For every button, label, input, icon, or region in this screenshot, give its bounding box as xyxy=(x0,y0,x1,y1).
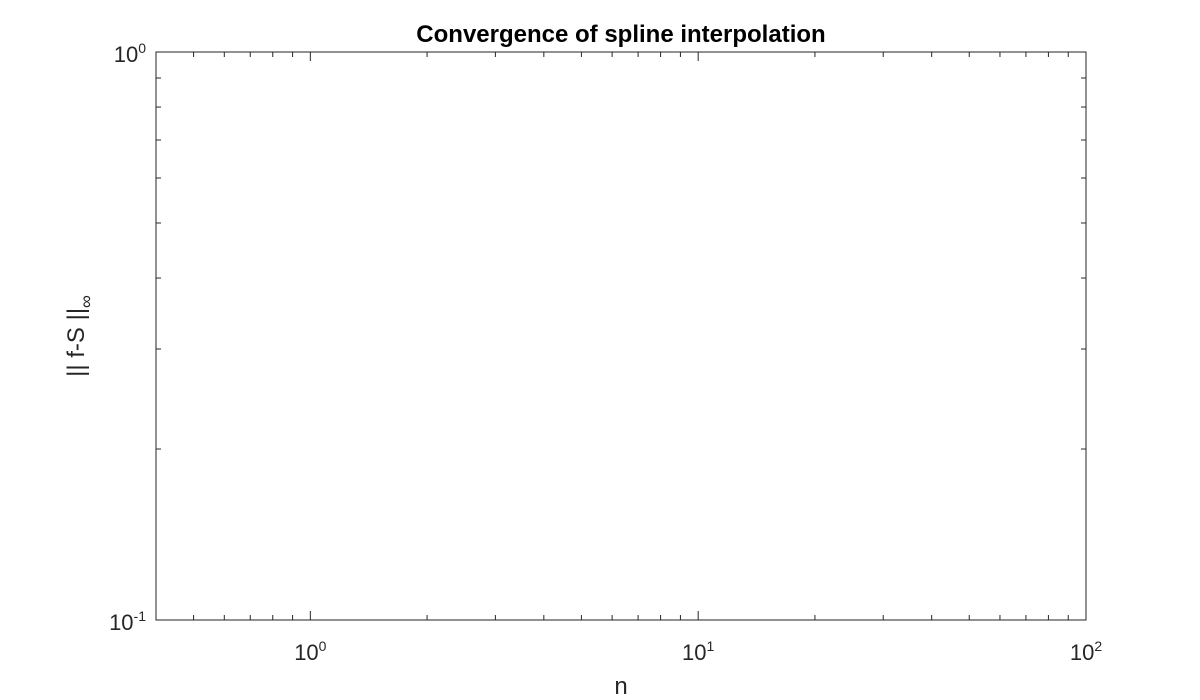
x-axis-label: n xyxy=(614,673,627,700)
tick-label-base: 10 xyxy=(114,42,138,67)
plot-area xyxy=(156,52,1086,620)
tick-label-base: 10 xyxy=(1070,640,1094,665)
y-tick-label: 10-1 xyxy=(109,608,146,635)
tick-label-exponent: 0 xyxy=(138,40,146,56)
y-axis-label-subscript: ∞ xyxy=(76,295,96,308)
y-tick-label: 100 xyxy=(114,40,146,67)
y-axis-label: || f-S ||∞ xyxy=(63,295,96,377)
minor-ticks xyxy=(156,52,1086,620)
tick-label-base: 10 xyxy=(294,640,318,665)
major-ticks xyxy=(309,52,699,620)
y-axis-label-main: || f-S || xyxy=(63,308,90,377)
x-tick-label: 102 xyxy=(1070,638,1102,665)
tick-label-exponent: 0 xyxy=(319,638,327,654)
tick-label-exponent: 1 xyxy=(707,638,715,654)
tick-label-base: 10 xyxy=(682,640,706,665)
tick-label-base: 10 xyxy=(109,610,133,635)
chart-title: Convergence of spline interpolation xyxy=(416,21,825,48)
x-tick-label: 101 xyxy=(682,638,714,665)
axes-box xyxy=(155,51,1087,621)
x-tick-label: 100 xyxy=(294,638,326,665)
tick-label-exponent: 2 xyxy=(1094,638,1102,654)
tick-label-exponent: -1 xyxy=(134,608,147,624)
